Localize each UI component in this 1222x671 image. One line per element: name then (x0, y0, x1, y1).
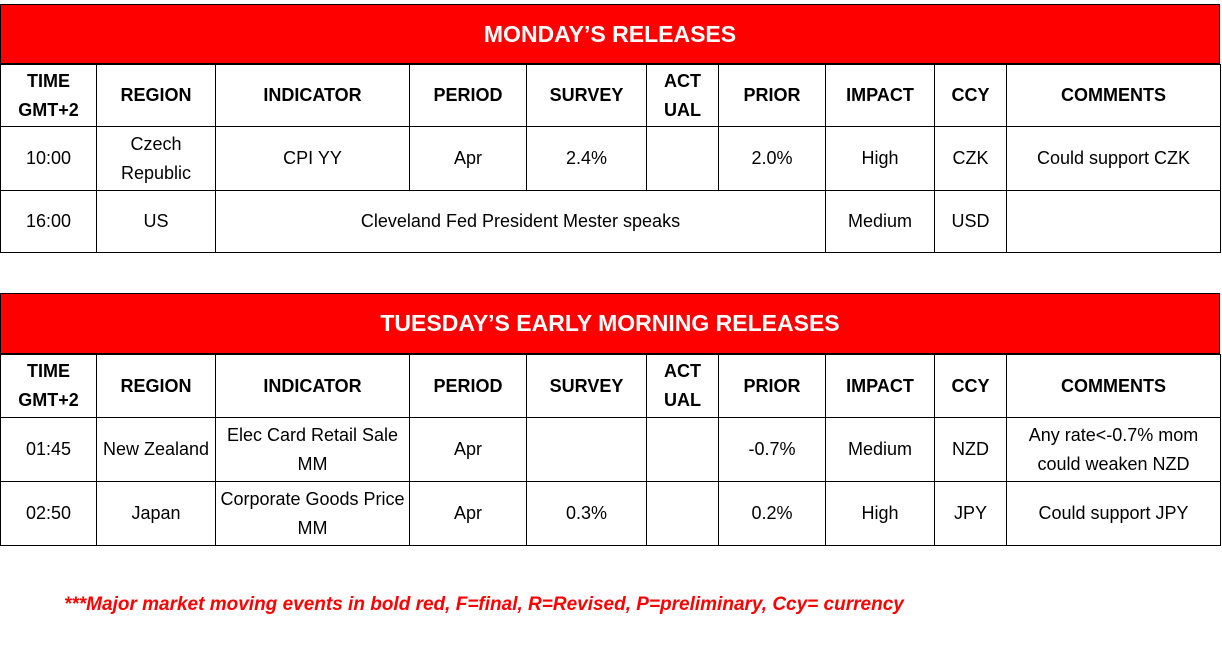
survey-cell (526, 417, 647, 482)
col-period-header: PERIOD (409, 64, 527, 127)
indicator-cell: Cleveland Fed President Mester speaks (215, 190, 826, 253)
col-comments-header: COMMENTS (1006, 354, 1221, 418)
actual-cell (646, 481, 719, 546)
region-cell: New Zealand (96, 417, 216, 482)
monday-title: MONDAY’S RELEASES (0, 4, 1220, 64)
impact-cell: Medium (825, 190, 935, 253)
region-cell: Japan (96, 481, 216, 546)
col-ccy-header: CCY (934, 354, 1007, 418)
monday-header-row: TIME GMT+2 REGION INDICATOR PERIOD SURVE… (0, 64, 1221, 127)
time-cell: 16:00 (0, 190, 97, 253)
monday-section: MONDAY’S RELEASES TIME GMT+2 REGION INDI… (0, 4, 1221, 253)
col-prior-header: PRIOR (718, 64, 826, 127)
prior-cell: 2.0% (718, 126, 826, 191)
survey-cell: 0.3% (526, 481, 647, 546)
tuesday-title: TUESDAY’S EARLY MORNING RELEASES (0, 293, 1220, 354)
ccy-cell: CZK (934, 126, 1007, 191)
impact-cell: Medium (825, 417, 935, 482)
comments-cell: Could support CZK (1006, 126, 1221, 191)
footnote: ***Major market moving events in bold re… (64, 594, 904, 615)
table-row: 02:50 Japan Corporate Goods Price MM Apr… (0, 481, 1221, 546)
col-impact-header: IMPACT (825, 354, 935, 418)
ccy-cell: JPY (934, 481, 1007, 546)
impact-cell: High (825, 481, 935, 546)
tuesday-section: TUESDAY’S EARLY MORNING RELEASES TIME GM… (0, 293, 1221, 546)
col-actual-header: ACT UAL (646, 64, 719, 127)
table-row: 01:45 New Zealand Elec Card Retail Sale … (0, 417, 1221, 482)
comments-cell (1006, 190, 1221, 253)
table-row: 16:00 US Cleveland Fed President Mester … (0, 190, 1221, 253)
actual-cell (646, 126, 719, 191)
region-cell: Czech Republic (96, 126, 216, 191)
impact-cell: High (825, 126, 935, 191)
comments-cell: Any rate<-0.7% mom could weaken NZD (1006, 417, 1221, 482)
col-indicator-header: INDICATOR (215, 354, 410, 418)
ccy-cell: USD (934, 190, 1007, 253)
prior-cell: 0.2% (718, 481, 826, 546)
col-survey-header: SURVEY (526, 354, 647, 418)
indicator-cell: Elec Card Retail Sale MM (215, 417, 410, 482)
monday-table: TIME GMT+2 REGION INDICATOR PERIOD SURVE… (0, 64, 1221, 253)
ccy-cell: NZD (934, 417, 1007, 482)
col-indicator-header: INDICATOR (215, 64, 410, 127)
time-cell: 01:45 (0, 417, 97, 482)
col-prior-header: PRIOR (718, 354, 826, 418)
col-survey-header: SURVEY (526, 64, 647, 127)
col-region-header: REGION (96, 64, 216, 127)
region-cell: US (96, 190, 216, 253)
indicator-cell: CPI YY (215, 126, 410, 191)
table-row: 10:00 Czech Republic CPI YY Apr 2.4% 2.0… (0, 126, 1221, 191)
col-region-header: REGION (96, 354, 216, 418)
col-impact-header: IMPACT (825, 64, 935, 127)
actual-cell (646, 417, 719, 482)
tuesday-header-row: TIME GMT+2 REGION INDICATOR PERIOD SURVE… (0, 354, 1221, 418)
indicator-cell: Corporate Goods Price MM (215, 481, 410, 546)
col-actual-header: ACT UAL (646, 354, 719, 418)
comments-cell: Could support JPY (1006, 481, 1221, 546)
survey-cell: 2.4% (526, 126, 647, 191)
period-cell: Apr (409, 481, 527, 546)
tuesday-table: TIME GMT+2 REGION INDICATOR PERIOD SURVE… (0, 354, 1221, 546)
col-ccy-header: CCY (934, 64, 1007, 127)
col-time-header: TIME GMT+2 (0, 64, 97, 127)
col-comments-header: COMMENTS (1006, 64, 1221, 127)
col-period-header: PERIOD (409, 354, 527, 418)
period-cell: Apr (409, 417, 527, 482)
time-cell: 10:00 (0, 126, 97, 191)
prior-cell: -0.7% (718, 417, 826, 482)
time-cell: 02:50 (0, 481, 97, 546)
period-cell: Apr (409, 126, 527, 191)
col-time-header: TIME GMT+2 (0, 354, 97, 418)
